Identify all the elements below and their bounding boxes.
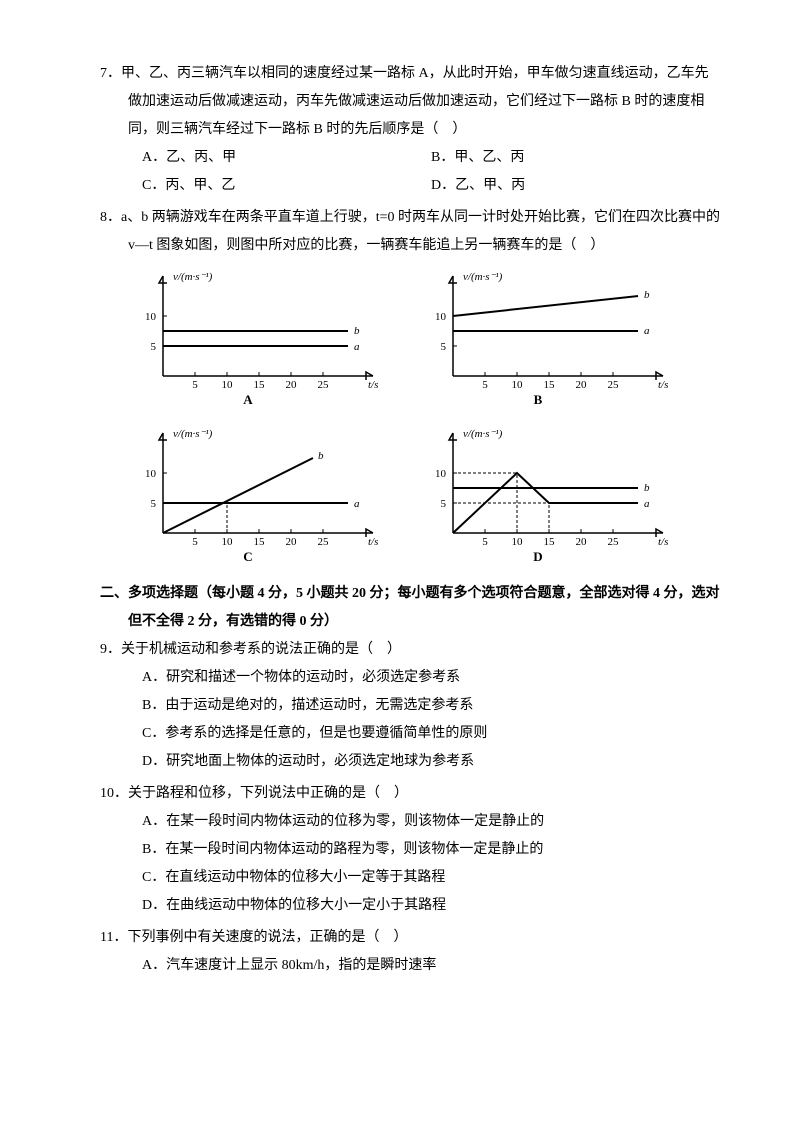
svg-text:D: D [533,549,542,563]
svg-text:10: 10 [145,311,157,323]
question-11: 11．下列事例中有关速度的说法，正确的是（ ） A．汽车速度计上显示 80km/… [100,924,720,980]
svg-text:25: 25 [318,536,330,548]
q7-options: A．乙、丙、甲 B．甲、乙、丙 [100,144,720,172]
svg-text:t/s: t/s [658,536,668,548]
svg-text:a: a [644,498,650,510]
svg-text:v/(m·s⁻¹): v/(m·s⁻¹) [173,428,213,440]
svg-text:5: 5 [151,341,157,353]
question-10: 10．关于路程和位移，下列说法中正确的是（ ） A．在某一段时间内物体运动的位移… [100,780,720,920]
svg-text:5: 5 [192,379,198,391]
svg-text:t/s: t/s [368,536,378,548]
q9-opt-d: D．研究地面上物体的运动时，必须选定地球为参考系 [100,748,720,776]
q7-opt-c: C．丙、甲、乙 [142,172,431,200]
svg-text:10: 10 [512,379,524,391]
svg-text:5: 5 [151,498,157,510]
svg-text:20: 20 [286,379,298,391]
q10-opt-d: D．在曲线运动中物体的位移大小一定小于其路程 [100,892,720,920]
svg-text:b: b [318,450,324,462]
q8-num: 8． [100,210,121,225]
q10-opt-a: A．在某一段时间内物体运动的位移为零，则该物体一定是静止的 [100,808,720,836]
svg-text:10: 10 [435,311,447,323]
svg-text:10: 10 [435,468,447,480]
q9-stem: 9．关于机械运动和参考系的说法正确的是（ ） [100,636,720,664]
svg-text:b: b [644,482,650,494]
svg-text:v/(m·s⁻¹): v/(m·s⁻¹) [173,271,213,283]
svg-text:b: b [354,325,360,337]
charts-row-1: 5 10 15 20 25 5 10 v/(m·s⁻¹) t/s b a A [100,266,720,417]
chart-B: 5 10 15 20 25 5 10 v/(m·s⁻¹) t/s b a B [418,266,678,417]
q10-opt-b: B．在某一段时间内物体运动的路程为零，则该物体一定是静止的 [100,836,720,864]
svg-text:v/(m·s⁻¹): v/(m·s⁻¹) [463,428,503,440]
charts-row-2: 5 10 15 20 25 5 10 v/(m·s⁻¹) t/s b a C [100,423,720,574]
svg-text:a: a [644,325,650,337]
svg-text:t/s: t/s [368,379,378,391]
question-9: 9．关于机械运动和参考系的说法正确的是（ ） A．研究和描述一个物体的运动时，必… [100,636,720,776]
question-8: 8．a、b 两辆游戏车在两条平直车道上行驶，t=0 时两车从同一计时处开始比赛，… [100,204,720,574]
svg-text:5: 5 [192,536,198,548]
q7-opt-b: B．甲、乙、丙 [431,144,720,172]
svg-text:a: a [354,341,360,353]
svg-text:b: b [644,289,650,301]
q11-opt-a: A．汽车速度计上显示 80km/h，指的是瞬时速率 [100,952,720,980]
svg-text:t/s: t/s [658,379,668,391]
q7-stem: 7．甲、乙、丙三辆汽车以相同的速度经过某一路标 A，从此时开始，甲车做匀速直线运… [100,60,720,144]
q9-opt-a: A．研究和描述一个物体的运动时，必须选定参考系 [100,664,720,692]
svg-text:C: C [243,549,252,563]
q9-opt-c: C．参考系的选择是任意的，但是也要遵循简单性的原则 [100,720,720,748]
q7-num: 7． [100,66,121,81]
chart-C: 5 10 15 20 25 5 10 v/(m·s⁻¹) t/s b a C [128,423,388,574]
svg-text:20: 20 [286,536,298,548]
svg-text:5: 5 [441,498,447,510]
svg-text:25: 25 [608,379,620,391]
svg-text:10: 10 [512,536,524,548]
svg-text:10: 10 [145,468,157,480]
chart-A: 5 10 15 20 25 5 10 v/(m·s⁻¹) t/s b a A [128,266,388,417]
svg-text:A: A [243,392,253,406]
section-2-title: 二、多项选择题（每小题 4 分，5 小题共 20 分；每小题有多个选项符合题意，… [128,580,720,636]
svg-text:15: 15 [544,536,556,548]
svg-text:20: 20 [576,379,588,391]
q8-stem: 8．a、b 两辆游戏车在两条平直车道上行驶，t=0 时两车从同一计时处开始比赛，… [100,204,720,260]
svg-text:15: 15 [254,536,266,548]
svg-text:25: 25 [318,379,330,391]
svg-text:25: 25 [608,536,620,548]
chart-D: 5 10 15 20 25 5 10 v/(m·s⁻¹) t/s b a D [418,423,678,574]
svg-text:10: 10 [222,379,234,391]
svg-text:15: 15 [544,379,556,391]
svg-text:B: B [534,392,543,406]
svg-text:5: 5 [482,379,488,391]
q11-stem: 11．下列事例中有关速度的说法，正确的是（ ） [100,924,720,952]
svg-text:10: 10 [222,536,234,548]
svg-text:15: 15 [254,379,266,391]
q7-opt-a: A．乙、丙、甲 [142,144,431,172]
q10-stem: 10．关于路程和位移，下列说法中正确的是（ ） [100,780,720,808]
svg-text:v/(m·s⁻¹): v/(m·s⁻¹) [463,271,503,283]
question-7: 7．甲、乙、丙三辆汽车以相同的速度经过某一路标 A，从此时开始，甲车做匀速直线运… [100,60,720,200]
q9-opt-b: B．由于运动是绝对的，描述运动时，无需选定参考系 [100,692,720,720]
svg-text:5: 5 [482,536,488,548]
q10-opt-c: C．在直线运动中物体的位移大小一定等于其路程 [100,864,720,892]
svg-text:5: 5 [441,341,447,353]
svg-text:a: a [354,498,360,510]
q7-opt-d: D．乙、甲、丙 [431,172,720,200]
svg-text:20: 20 [576,536,588,548]
